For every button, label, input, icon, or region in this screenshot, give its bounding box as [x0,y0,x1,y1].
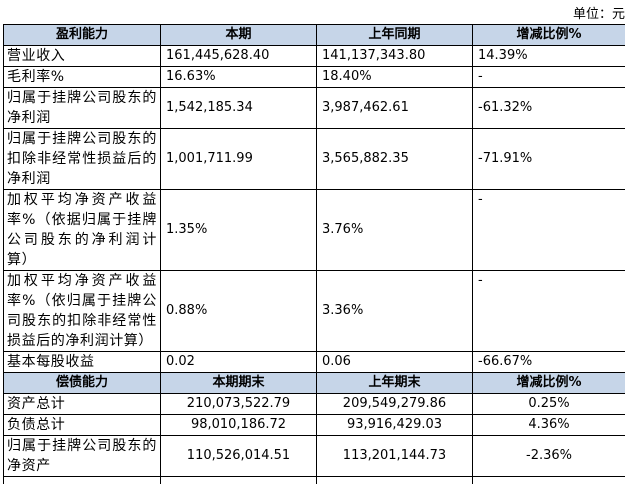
cell [3,476,161,484]
header-cell: 上年期末 [316,372,473,394]
row-label: 毛利率% [3,66,161,88]
cell: 0.25% [472,393,625,415]
cell: 14.39% [472,45,625,67]
row-label: 加权平均净资产收益率%（依据归属于挂牌公司股东的净利润计算） [3,189,161,271]
cell: 1.35% [160,189,317,271]
table-row: 营业收入 161,445,628.40 141,137,343.80 14.39% [3,45,625,67]
header-row: 盈利能力 本期 上年同期 增减比例% [3,24,625,46]
header-cell: 盈利能力 [3,24,161,46]
row-label: 归属于挂牌公司股东的净资产 [3,435,161,477]
cell: 110,526,014.51 [160,435,317,477]
table-row: 负债总计 98,010,186.72 93,916,429.03 4.36% [3,414,625,436]
cell: - [472,270,625,352]
cell: - [472,66,625,88]
table-row: 加权平均净资产收益率%（依归属于挂牌公司股东的扣除非经常性损益后的净利润计算） 0… [3,270,625,352]
row-label: 归属于挂牌公司股东的扣除非经常性损益后的净利润 [3,128,161,190]
cell: 3.36% [316,270,473,352]
cell: 3.76% [316,189,473,271]
cell: 3,565,882.35 [316,128,473,190]
cell: - [472,189,625,271]
table-row: 毛利率% 16.63% 18.40% - [3,66,625,88]
cell: -71.91% [472,128,625,190]
table-wrap: 盈利能力 本期 上年同期 增减比例% 营业收入 161,445,628.40 141,137… [3,24,625,484]
header-row: 偿债能力 本期期末 上年期末 增减比例% [3,372,625,394]
cell [160,476,317,484]
cell: 98,010,186.72 [160,414,317,436]
unit-label: 单位：元 [572,7,625,22]
table-row [3,476,625,484]
row-label: 归属于挂牌公司股东的净利润 [3,87,161,129]
cell: -66.67% [472,351,625,373]
cell: 16.63% [160,66,317,88]
row-label: 营业收入 [3,45,161,67]
cell: 209,549,279.86 [316,393,473,415]
cell [316,476,473,484]
table-row: 归属于挂牌公司股东的净资产 110,526,014.51 113,201,144.7… [3,435,625,477]
cell: 3,987,462.61 [316,87,473,129]
row-label: 资产总计 [3,393,161,415]
cell: 18.40% [316,66,473,88]
cell [472,476,625,484]
financial-table: 盈利能力 本期 上年同期 增减比例% 营业收入 161,445,628.40 141,137… [3,24,625,484]
cell: 0.88% [160,270,317,352]
header-cell: 上年同期 [316,24,473,46]
cell: 0.06 [316,351,473,373]
table-row: 资产总计 210,073,522.79 209,549,279.86 0.25% [3,393,625,415]
table-row: 加权平均净资产收益率%（依据归属于挂牌公司股东的净利润计算） 1.35% 3.76%… [3,189,625,271]
table-row: 基本每股收益 0.02 0.06 -66.67% [3,351,625,373]
cell: 0.02 [160,351,317,373]
cell: 113,201,144.73 [316,435,473,477]
cell: 1,542,185.34 [160,87,317,129]
cell: 210,073,522.79 [160,393,317,415]
cell: 93,916,429.03 [316,414,473,436]
header-cell: 增减比例% [472,372,625,394]
cell: 141,137,343.80 [316,45,473,67]
header-cell: 本期期末 [160,372,317,394]
header-cell: 本期 [160,24,317,46]
header-cell: 增减比例% [472,24,625,46]
row-label: 基本每股收益 [3,351,161,373]
cell: 161,445,628.40 [160,45,317,67]
cell: -61.32% [472,87,625,129]
row-label: 负债总计 [3,414,161,436]
table-row: 归属于挂牌公司股东的净利润 1,542,185.34 3,987,462.61 -61… [3,87,625,129]
cell: 4.36% [472,414,625,436]
cell: -2.36% [472,435,625,477]
header-cell: 偿债能力 [3,372,161,394]
row-label: 加权平均净资产收益率%（依归属于挂牌公司股东的扣除非经常性损益后的净利润计算） [3,270,161,352]
table-row: 归属于挂牌公司股东的扣除非经常性损益后的净利润 1,001,711.99 3,565… [3,128,625,190]
cell: 1,001,711.99 [160,128,317,190]
